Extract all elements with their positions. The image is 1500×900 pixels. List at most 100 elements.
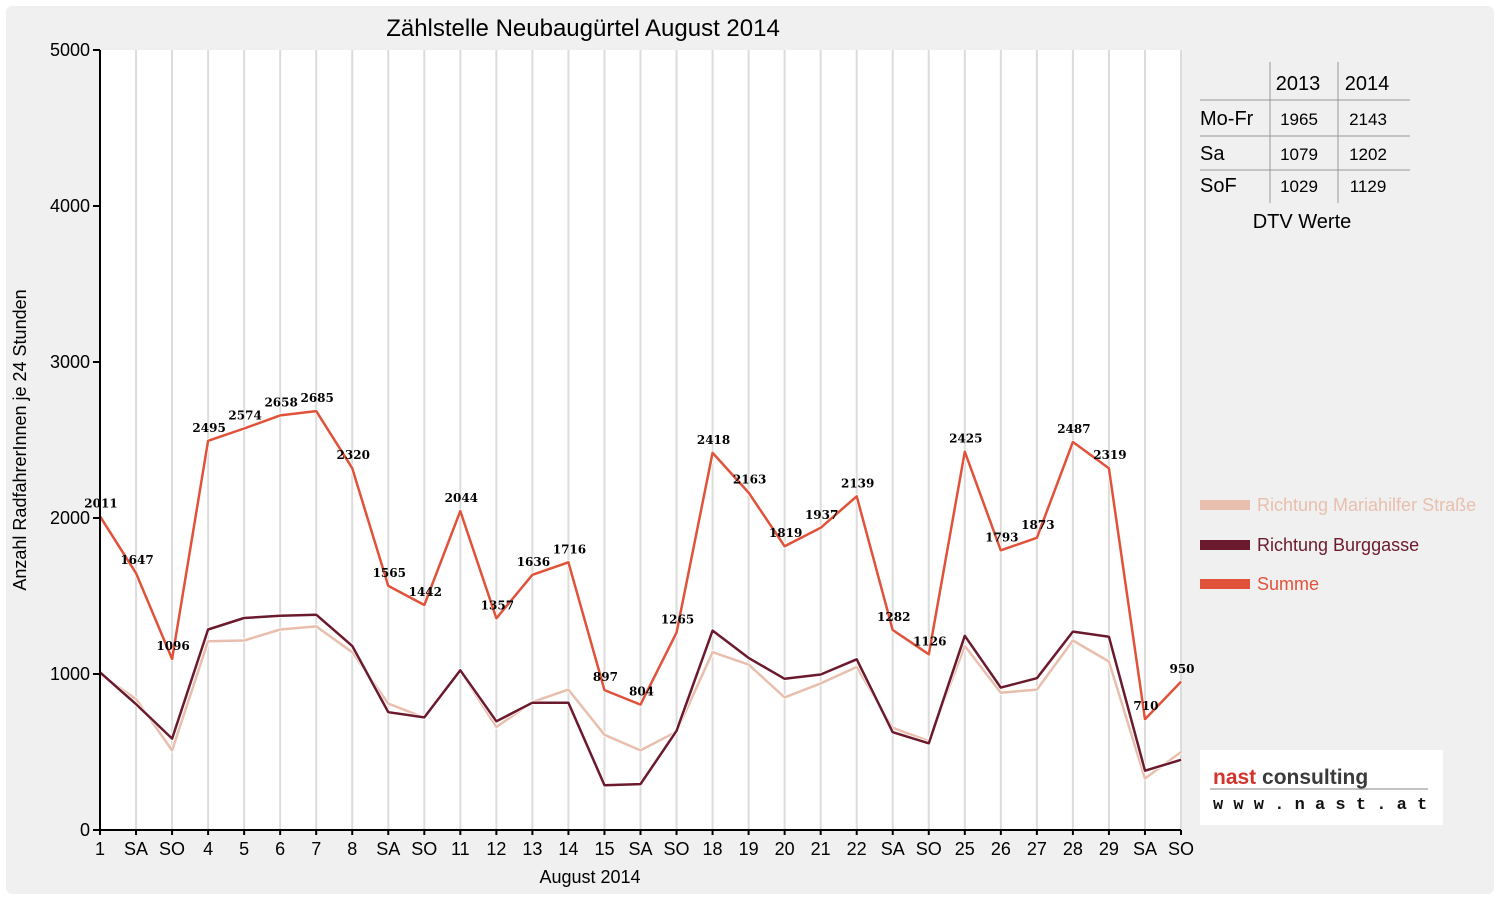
data-label: 2044	[445, 491, 478, 505]
x-tick-label: 20	[775, 839, 795, 859]
data-label: 2011	[84, 496, 117, 510]
x-tick-label: 7	[311, 839, 321, 859]
data-label: 1793	[985, 530, 1018, 544]
x-tick-label: 11	[451, 839, 470, 859]
legend: Richtung Mariahilfer Straße Richtung Bur…	[1200, 495, 1476, 594]
x-tick-label: SA	[628, 839, 652, 859]
x-tick-label: 8	[347, 839, 357, 859]
x-tick-label: SO	[159, 839, 185, 859]
data-label: 2574	[228, 408, 261, 422]
dtv-cell: 1965	[1280, 110, 1318, 129]
y-tick-label: 0	[80, 820, 90, 840]
data-label: 1819	[769, 526, 802, 540]
dtv-table: 2013 2014 Mo-Fr 1965 2143 Sa 1079 1202 S…	[1200, 62, 1410, 233]
legend-swatch	[1200, 500, 1250, 510]
legend-label: Summe	[1257, 574, 1319, 594]
dtv-row-label: Mo-Fr	[1200, 108, 1254, 130]
dtv-header-2014: 2014	[1345, 73, 1390, 95]
data-label: 2658	[264, 395, 297, 409]
x-tick-label: 25	[955, 839, 975, 859]
dtv-cell: 1029	[1280, 177, 1318, 196]
legend-label: Richtung Mariahilfer Straße	[1257, 495, 1476, 515]
dtv-cell: 1079	[1280, 145, 1318, 164]
data-label: 1716	[553, 542, 586, 556]
x-tick-label: 26	[991, 839, 1011, 859]
data-label: 2139	[841, 476, 874, 490]
data-label: 2418	[697, 433, 730, 447]
legend-label: Richtung Burggasse	[1257, 535, 1419, 555]
x-tick-label: 29	[1099, 839, 1119, 859]
y-tick-label: 1000	[50, 664, 90, 684]
x-tick-label: SA	[881, 839, 905, 859]
x-tick-label: 1	[95, 839, 105, 859]
x-tick-label: SO	[664, 839, 690, 859]
x-tick-label: 15	[594, 839, 614, 859]
data-label: 1565	[373, 566, 406, 580]
x-tick-label: SA	[124, 839, 148, 859]
data-label: 1937	[805, 508, 838, 522]
y-tick-labels: 0 1000 2000 3000 4000 5000	[50, 40, 100, 840]
dtv-cell: 1129	[1350, 177, 1387, 196]
series-line	[98, 409, 1182, 721]
x-tick-label: SA	[1133, 839, 1157, 859]
logo-nast: nast	[1213, 766, 1256, 789]
x-tick-label: 13	[522, 839, 542, 859]
logo-url: w w w . n a s t . a t	[1213, 796, 1427, 815]
x-tick-label: 22	[847, 839, 867, 859]
x-tick-label: 19	[739, 839, 759, 859]
logo-consulting: consulting	[1262, 766, 1368, 789]
data-label: 1282	[877, 610, 910, 624]
y-tick-label: 2000	[50, 508, 90, 528]
data-label: 1265	[661, 613, 694, 627]
data-label: 2487	[1057, 422, 1090, 436]
x-tick-label: 28	[1063, 839, 1083, 859]
legend-swatch	[1200, 579, 1250, 589]
legend-item: Richtung Burggasse	[1200, 535, 1419, 555]
y-tick-label: 5000	[50, 40, 90, 60]
data-label: 2320	[337, 448, 370, 462]
data-label: 1442	[409, 585, 442, 599]
dtv-row-label: SoF	[1200, 175, 1237, 197]
y-tick-label: 4000	[50, 196, 90, 216]
x-tick-label: SO	[411, 839, 437, 859]
series-line	[99, 625, 1182, 780]
data-label: 897	[593, 670, 618, 684]
chart-title: Zählstelle Neubaugürtel August 2014	[386, 15, 780, 42]
x-tick-label: 5	[239, 839, 249, 859]
x-tick-labels: 1 SA SO 4 5 6 7 8 SA SO 11 12 13 14 15 SA SO 18 19 20 21 22 SA…	[95, 830, 1194, 859]
x-tick-label: 27	[1027, 839, 1047, 859]
data-label: 2685	[300, 391, 333, 405]
x-tick-label: SO	[1168, 839, 1194, 859]
dtv-cell: 2143	[1349, 110, 1387, 129]
y-axis-title: Anzahl RadfahrerInnen je 24 Stunden	[10, 289, 30, 590]
x-tick-label: 14	[558, 839, 578, 859]
data-label: 1126	[913, 634, 946, 648]
data-label: 2319	[1093, 448, 1126, 462]
data-label: 2163	[733, 473, 766, 487]
data-label: 1357	[481, 598, 514, 612]
data-label: 804	[629, 685, 654, 699]
x-tick-label: SO	[916, 839, 942, 859]
x-axis-title: August 2014	[539, 867, 640, 887]
dtv-cell: 1202	[1349, 145, 1387, 164]
nast-consulting-logo: nast consulting w w w . n a s t . a t	[1200, 750, 1443, 825]
data-label: 1096	[156, 639, 189, 653]
series-lines	[98, 409, 1183, 788]
data-label: 1873	[1021, 518, 1054, 532]
dtv-row-label: Sa	[1200, 143, 1225, 165]
logo-text: nast consulting	[1213, 766, 1368, 789]
data-label: 2495	[192, 421, 225, 435]
x-tick-label: 4	[203, 839, 213, 859]
series-line	[99, 613, 1182, 787]
data-label: 1647	[120, 553, 153, 567]
data-label: 1636	[517, 555, 550, 569]
legend-item: Richtung Mariahilfer Straße	[1200, 495, 1476, 515]
grid-lines	[135, 50, 1182, 830]
x-tick-label: 21	[811, 839, 831, 859]
data-label: 710	[1133, 699, 1158, 713]
data-label: 950	[1169, 662, 1194, 676]
x-tick-label: 12	[486, 839, 506, 859]
dtv-caption: DTV Werte	[1253, 211, 1352, 233]
y-tick-label: 3000	[50, 352, 90, 372]
x-tick-label: 6	[275, 839, 285, 859]
